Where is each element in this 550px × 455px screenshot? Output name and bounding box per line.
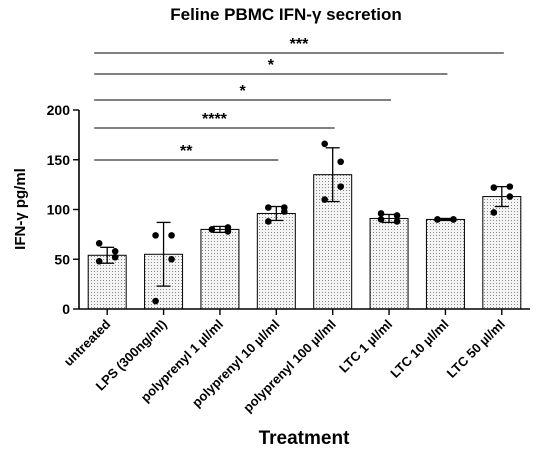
data-point (490, 184, 498, 191)
data-point (434, 216, 441, 223)
significance-label: *** (290, 36, 309, 53)
data-point (208, 226, 216, 233)
y-tick-label: 0 (62, 301, 70, 317)
significance-label: ** (180, 143, 193, 160)
data-point (321, 140, 328, 148)
data-point (377, 216, 385, 223)
significance-label: * (240, 83, 247, 100)
data-point (490, 209, 498, 216)
data-point (321, 196, 328, 203)
bar (425, 218, 465, 310)
data-point (337, 158, 344, 166)
bar (87, 254, 127, 310)
data-point (393, 218, 401, 225)
data-point (265, 204, 272, 211)
data-point (506, 193, 514, 200)
x-tick-label: LTC 10 µl/ml (387, 317, 451, 381)
data-point (95, 240, 103, 247)
data-point (337, 183, 344, 190)
x-axis-title: Treatment (259, 428, 350, 449)
data-point (377, 210, 385, 217)
data-point (450, 216, 457, 223)
data-point (152, 232, 159, 239)
data-point (111, 253, 119, 261)
data-point (224, 228, 232, 235)
data-point (265, 218, 272, 225)
significance-brackets: *********** (94, 36, 504, 161)
x-tick-label: untreated (61, 316, 114, 369)
data-point (393, 212, 401, 219)
y-tick-label: 200 (47, 102, 71, 118)
x-tick-label: LTC 1 µl/ml (336, 317, 395, 376)
y-tick-label: 100 (47, 202, 71, 218)
data-point (95, 257, 103, 265)
y-tick-label: 150 (47, 152, 71, 168)
x-tick-label: polyprenyl 100 µl/ml (240, 317, 339, 416)
bar (256, 212, 296, 310)
data-point (281, 208, 288, 215)
chart-title: Feline PBMC IFN-γ secretion (170, 5, 401, 24)
bar (482, 196, 522, 310)
data-point (168, 255, 175, 263)
x-tick-label: LTC 50 µl/ml (444, 317, 508, 381)
bars (87, 140, 522, 310)
significance-label: * (268, 57, 275, 74)
data-point (111, 247, 119, 255)
data-point (152, 297, 159, 305)
bar (369, 217, 409, 310)
y-tick-label: 50 (54, 251, 70, 267)
data-point (168, 232, 175, 239)
bar (200, 228, 240, 310)
y-axis-title: IFN-γ pg/ml (12, 168, 29, 250)
data-point (506, 183, 514, 190)
significance-label: **** (202, 111, 228, 128)
